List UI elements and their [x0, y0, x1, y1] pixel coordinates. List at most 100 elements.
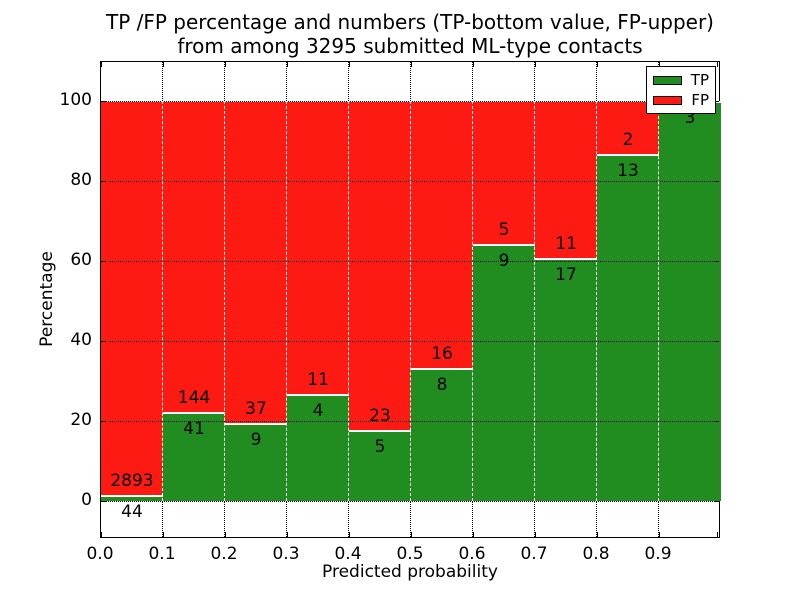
- tp-count-label: 5: [374, 436, 386, 457]
- x-tick: [349, 62, 350, 67]
- x-tick-label: 0.9: [644, 544, 672, 564]
- tp-count-label: 41: [183, 419, 205, 440]
- y-tick: [714, 181, 719, 182]
- tp-count-label: 4: [312, 401, 324, 422]
- fp-bar-segment: [473, 101, 535, 244]
- fp-count-label: 16: [431, 343, 453, 364]
- x-tick-label: 0.0: [86, 544, 114, 564]
- x-tick-label: 0.1: [148, 544, 176, 564]
- x-tick: [535, 532, 536, 537]
- chart-title-line1: TP /FP percentage and numbers (TP-bottom…: [106, 10, 714, 34]
- tp-bar-segment: [349, 429, 411, 501]
- x-tick: [597, 532, 598, 537]
- tp-bar-segment: [659, 101, 721, 501]
- x-tick: [287, 62, 288, 67]
- tp-bar-segment: [287, 394, 349, 501]
- x-tick: [473, 62, 474, 67]
- fp-count-label: 11: [555, 234, 577, 255]
- y-tick-label: 20: [70, 410, 92, 430]
- y-tick-label: 40: [70, 330, 92, 350]
- y-gridline: [101, 501, 719, 502]
- fp-bar-segment: [287, 101, 349, 395]
- tp-bar-segment: [225, 422, 287, 501]
- x-tick: [225, 532, 226, 537]
- x-tick: [473, 532, 474, 537]
- x-tick: [411, 532, 412, 537]
- x-tick: [163, 62, 164, 67]
- fp-count-label: 23: [369, 405, 391, 426]
- tp-count-label: 9: [250, 429, 262, 450]
- bar-boundary-line: [162, 101, 163, 501]
- y-tick: [714, 101, 719, 102]
- tp-bar-segment: [535, 258, 597, 501]
- fp-legend-label: FP: [691, 91, 709, 109]
- bar-boundary-line: [534, 101, 535, 501]
- x-tick: [225, 62, 226, 67]
- x-tick: [717, 532, 718, 537]
- y-tick: [101, 181, 106, 182]
- fp-bar-segment: [101, 101, 163, 495]
- y-tick-label: 100: [59, 90, 92, 110]
- bar-boundary-line: [658, 101, 659, 501]
- x-tick-label: 0.5: [396, 544, 424, 564]
- tp-count-label: 44: [121, 502, 143, 522]
- legend-row-tp: TP: [653, 72, 709, 88]
- x-tick: [535, 62, 536, 67]
- x-axis-label: Predicted probability: [322, 562, 498, 582]
- y-tick: [714, 341, 719, 342]
- y-tick: [101, 341, 106, 342]
- legend-row-fp: FP: [653, 92, 709, 108]
- x-tick: [287, 532, 288, 537]
- y-tick: [714, 421, 719, 422]
- x-tick-label: 0.2: [210, 544, 238, 564]
- x-tick: [101, 62, 102, 67]
- x-tick-label: 0.8: [582, 544, 610, 564]
- tp-count-label: 9: [498, 250, 510, 271]
- bar-boundary-line: [596, 101, 597, 501]
- bar-boundary-line: [348, 101, 349, 501]
- x-tick: [659, 62, 660, 67]
- fp-count-label: 144: [177, 388, 211, 409]
- x-tick: [597, 62, 598, 67]
- y-tick: [101, 101, 106, 102]
- x-tick: [349, 532, 350, 537]
- bar-boundary-line: [472, 101, 473, 501]
- fp-count-label: 2893: [110, 471, 154, 491]
- fp-count-label: 2: [622, 130, 634, 151]
- y-tick: [101, 421, 106, 422]
- tp-count-label: 17: [555, 265, 577, 286]
- x-tick-label: 0.4: [334, 544, 362, 564]
- tp-count-label: 3: [684, 108, 696, 128]
- x-tick: [101, 532, 102, 537]
- x-tick: [659, 532, 660, 537]
- y-tick: [714, 501, 719, 502]
- bar-boundary-line: [224, 101, 225, 501]
- y-tick-label: 0: [81, 490, 92, 510]
- tp-bar-segment: [411, 367, 473, 501]
- x-tick: [163, 532, 164, 537]
- tp-bar-segment: [163, 412, 225, 501]
- fp-bar-segment: [163, 101, 225, 413]
- tp-legend-swatch: [653, 75, 682, 85]
- x-tick: [411, 62, 412, 67]
- tp-bar-segment: [473, 243, 535, 501]
- tp-bar-segment: [597, 154, 659, 501]
- legend: TP FP: [646, 66, 716, 114]
- fp-count-label: 37: [245, 398, 267, 419]
- bar-boundary-line: [286, 101, 287, 501]
- y-tick: [101, 501, 106, 502]
- fp-count-label: 11: [307, 370, 329, 391]
- fp-bar-segment: [349, 101, 411, 430]
- tp-count-label: 13: [617, 161, 639, 182]
- fp-bar-segment: [411, 101, 473, 368]
- bar-boundary-line: [410, 101, 411, 501]
- tp-count-label: 8: [436, 374, 448, 395]
- tp-bar-segment: [101, 495, 163, 501]
- plot-area: 2893441444137911423516859111721303: [100, 61, 721, 538]
- fp-count-label: 5: [498, 219, 510, 240]
- fp-legend-swatch: [653, 95, 683, 105]
- y-tick: [101, 261, 106, 262]
- x-tick-label: 0.6: [458, 544, 486, 564]
- tp-legend-label: TP: [690, 71, 709, 89]
